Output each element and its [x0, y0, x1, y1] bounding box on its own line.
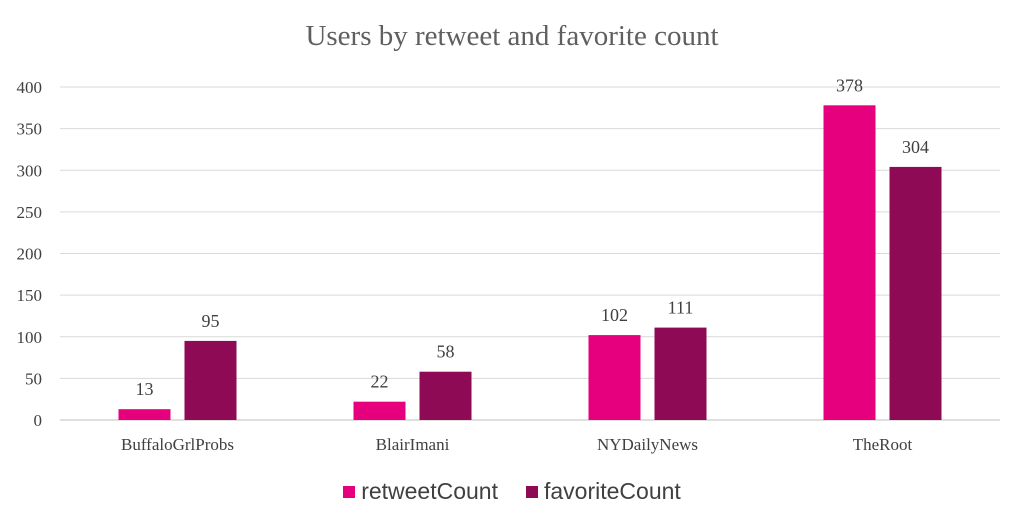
y-tick-label: 400: [17, 78, 43, 97]
data-label-favoriteCount: 111: [668, 298, 694, 318]
data-labels: 13 95 22 58 102 111 378 304: [136, 75, 930, 399]
category-label: TheRoot: [853, 435, 913, 454]
y-tick-label: 150: [17, 286, 43, 305]
data-label-retweetCount: 378: [836, 75, 863, 95]
data-label-retweetCount: 102: [601, 305, 628, 325]
bars: [118, 105, 942, 420]
bar-favoriteCount: [184, 340, 237, 420]
legend-item-retweetCount: retweetCount: [343, 478, 498, 505]
data-label-favoriteCount: 304: [902, 137, 929, 157]
y-tick-label: 300: [17, 161, 43, 180]
y-tick-label: 350: [17, 120, 43, 139]
y-tick-label: 100: [17, 328, 43, 347]
bar-favoriteCount: [419, 371, 472, 420]
y-axis-tick-labels: 0 50 100 150 200 250 300 350 400: [17, 78, 43, 430]
bar-retweetCount: [118, 409, 171, 420]
legend: retweetCount favoriteCount: [0, 478, 1024, 505]
data-label-favoriteCount: 58: [437, 342, 455, 362]
bar-retweetCount: [588, 335, 641, 420]
bar-favoriteCount: [654, 327, 707, 420]
category-label: BuffaloGrlProbs: [121, 435, 234, 454]
y-tick-label: 0: [34, 411, 43, 430]
legend-item-favoriteCount: favoriteCount: [526, 478, 681, 505]
legend-swatch-favoriteCount: [526, 485, 538, 498]
x-axis-category-labels: BuffaloGrlProbs BlairImani NYDailyNews TheR…: [121, 435, 913, 454]
y-tick-label: 200: [17, 245, 43, 264]
category-label: BlairImani: [376, 435, 450, 454]
data-label-retweetCount: 22: [371, 372, 389, 392]
bar-retweetCount: [823, 105, 876, 420]
data-label-retweetCount: 13: [136, 379, 154, 399]
legend-label-favoriteCount: favoriteCount: [544, 478, 681, 504]
data-label-favoriteCount: 95: [202, 311, 220, 331]
y-tick-label: 50: [25, 369, 42, 388]
legend-label-retweetCount: retweetCount: [361, 478, 498, 504]
bar-favoriteCount: [889, 166, 942, 420]
bar-retweetCount: [353, 401, 406, 420]
chart-title: Users by retweet and favorite count: [305, 20, 719, 52]
category-label: NYDailyNews: [597, 435, 698, 454]
y-tick-label: 250: [17, 203, 43, 222]
legend-swatch-retweetCount: [343, 485, 356, 498]
